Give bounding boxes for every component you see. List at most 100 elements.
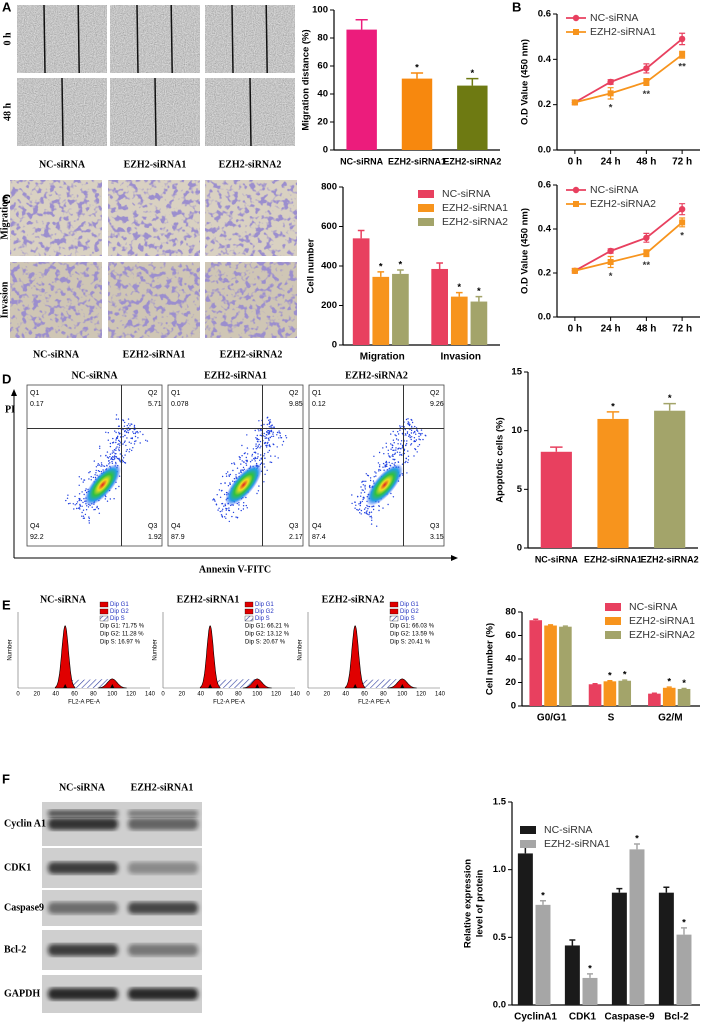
event-dot [113, 458, 115, 461]
event-dot [240, 463, 242, 465]
event-dot [389, 456, 391, 458]
marker [643, 250, 650, 257]
event-dot [246, 459, 248, 462]
event-dot [125, 444, 127, 447]
event-dot [127, 432, 130, 434]
event-dot [123, 441, 126, 443]
event-dot [96, 505, 98, 508]
event-dot [420, 429, 423, 431]
event-dot [421, 432, 423, 435]
event-dot [131, 449, 133, 452]
legend-label: NC-siRNA [590, 184, 638, 196]
event-dot [383, 469, 385, 471]
event-dot [414, 448, 416, 450]
event-dot [266, 423, 268, 426]
event-dot [405, 443, 408, 445]
event-dot [364, 488, 366, 490]
event-dot [364, 484, 366, 487]
x-tick-label: S [608, 713, 615, 724]
event-dot [227, 471, 229, 473]
event-dot [115, 431, 117, 434]
event-dot [395, 449, 397, 451]
band [128, 862, 198, 874]
event-dot [354, 501, 356, 503]
error-bar [666, 686, 672, 688]
event-dot [118, 431, 120, 434]
event-dot [278, 432, 280, 434]
event-dot [221, 502, 224, 505]
event-dot [88, 478, 90, 480]
legend-marker [572, 186, 580, 194]
event-dot [241, 460, 243, 462]
wound-edge [43, 4, 46, 74]
g1-peak [54, 625, 76, 689]
event-dot [129, 448, 131, 450]
event-dot [271, 424, 273, 426]
event-dot [268, 439, 270, 441]
x-tick-label: EZH2-siRNA1 [584, 554, 642, 564]
event-dot [128, 441, 130, 443]
event-dot [212, 499, 214, 501]
micrograph [205, 5, 295, 73]
wound-edge [170, 4, 173, 74]
event-dot [385, 446, 388, 448]
wound-edge [154, 77, 157, 147]
event-dot [93, 460, 96, 462]
bar [654, 410, 686, 548]
event-dot [118, 439, 120, 442]
event-dot [122, 419, 124, 421]
event-dot [366, 504, 368, 507]
x-tick-label: EZH2-siRNA2 [443, 156, 501, 166]
event-dot [356, 508, 358, 511]
x-tick-label: 140 [435, 692, 446, 698]
event-dot [365, 512, 367, 515]
event-dot [228, 474, 230, 476]
bar [457, 85, 488, 150]
event-dot [276, 446, 278, 448]
y-tick-label: 0.4 [538, 224, 552, 235]
quadrant-name: Q4 [30, 523, 39, 530]
row-label: Invasion [0, 281, 10, 318]
event-dot [241, 455, 243, 457]
event-dot [268, 449, 271, 452]
event-dot [392, 444, 394, 447]
y-tick-label: 1.0 [493, 864, 506, 875]
quadrant-value: 87.4 [312, 534, 326, 541]
error-bar [616, 887, 623, 893]
event-dot [409, 435, 411, 437]
event-dot [113, 449, 116, 451]
event-dot [362, 484, 364, 486]
panel-label: C [2, 191, 12, 206]
event-dot [127, 430, 129, 432]
event-dot [84, 489, 87, 492]
x-tick-label: CyclinA1 [514, 1012, 557, 1023]
bar [470, 301, 488, 345]
event-dot [115, 439, 117, 441]
event-dot [99, 447, 101, 449]
event-dot [264, 435, 266, 438]
legend-label: EZH2-siRNA2 [442, 216, 508, 228]
marker [678, 206, 686, 213]
event-dot [118, 458, 120, 461]
legend-marker [573, 201, 579, 207]
event-dot [278, 437, 280, 439]
quadrant-name: Q2 [148, 390, 157, 397]
line [574, 38, 683, 104]
event-dot [100, 455, 102, 457]
event-dot [363, 508, 366, 510]
event-dot [418, 438, 420, 440]
event-dot [351, 494, 353, 496]
event-dot [224, 516, 226, 518]
event-dot [272, 431, 274, 433]
event-dot [238, 504, 240, 506]
axis-label: FL2-A PE-A [68, 700, 100, 706]
event-dot [102, 465, 104, 467]
event-dot [270, 430, 273, 433]
event-dot [115, 488, 117, 490]
x-tick-label: G2/M [658, 713, 682, 724]
group-label: EZH2-siRNA2 [219, 159, 282, 170]
event-dot [252, 448, 255, 450]
event-dot [115, 456, 118, 458]
axis-label: Number [153, 639, 159, 660]
event-dot [401, 454, 403, 456]
